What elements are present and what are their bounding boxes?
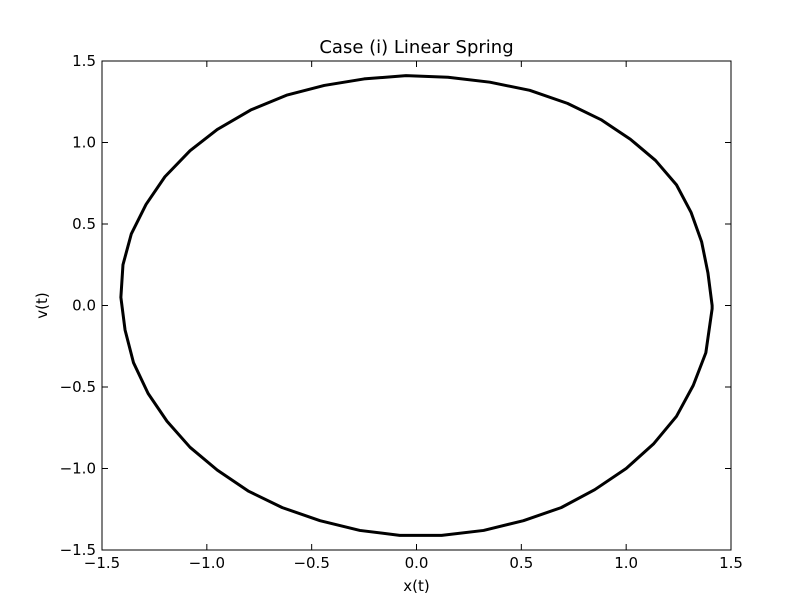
x-tick-label: −1.0 (189, 554, 225, 572)
x-tick-label: −0.5 (293, 554, 329, 572)
y-axis-label: v(t) (33, 292, 51, 318)
x-axis-label: x(t) (403, 577, 429, 595)
series-line-0 (119, 74, 714, 537)
y-tick-label: −1.5 (60, 541, 96, 559)
x-tick-label: 0.0 (405, 554, 429, 572)
x-tick-label: −1.5 (84, 554, 120, 572)
y-tick-label: −0.5 (60, 378, 96, 396)
ticks-layer: −1.5 −1.0 −0.5 0.0 0.5 1.0 1.5 −1.5 −1.0 −0.5 0.0 0… (60, 52, 743, 572)
y-tick-label: −1.0 (60, 460, 96, 478)
y-tick-label: 1.5 (72, 52, 96, 70)
y-tick-label: 0.0 (72, 297, 96, 315)
x-tick-label: 0.5 (509, 554, 533, 572)
y-tick-label: 0.5 (72, 215, 96, 233)
chart-title: Case (i) Linear Spring (319, 37, 513, 58)
plot-layer (119, 74, 714, 537)
x-tick-label: 1.5 (719, 554, 743, 572)
x-tick-label: 1.0 (614, 554, 638, 572)
y-tick-label: 1.0 (72, 134, 96, 152)
